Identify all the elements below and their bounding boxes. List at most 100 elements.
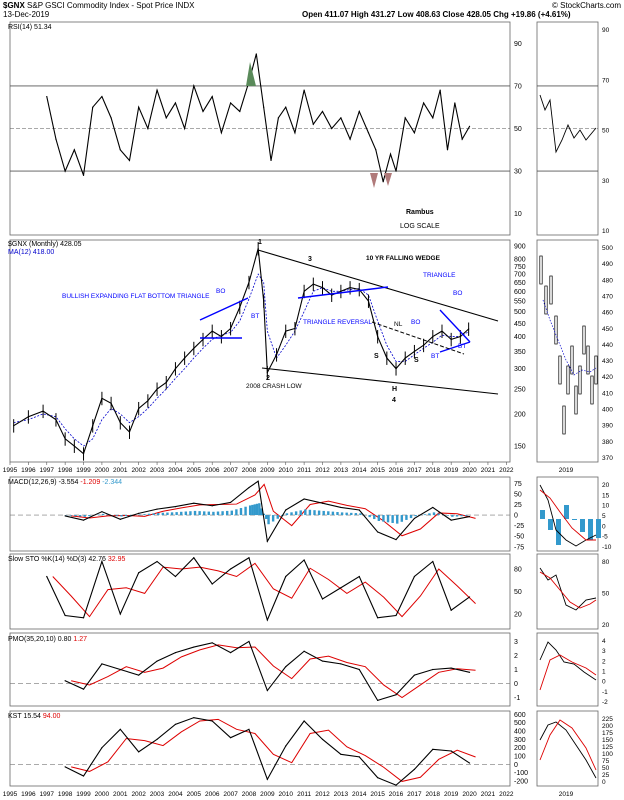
histogram-bar bbox=[152, 513, 155, 516]
data-point bbox=[377, 699, 379, 701]
data-point bbox=[64, 766, 66, 768]
y-tick-label: 30 bbox=[514, 169, 522, 176]
histogram-bar bbox=[396, 515, 399, 524]
series-line bbox=[64, 640, 470, 702]
data-point bbox=[340, 290, 342, 292]
y-tick-label: 800 bbox=[514, 257, 526, 264]
data-point bbox=[266, 371, 268, 374]
x-tick-label: 1998 bbox=[58, 467, 73, 474]
x-tick-label: 2009 bbox=[260, 467, 275, 474]
histogram-bar bbox=[216, 511, 220, 516]
x-tick-label: 2020 bbox=[462, 467, 477, 474]
x-tick-label: 1999 bbox=[76, 467, 91, 474]
data-point bbox=[375, 149, 377, 151]
data-point bbox=[266, 619, 268, 621]
inset-pmo-signal bbox=[539, 654, 597, 691]
y-tick-label: 0 bbox=[514, 681, 518, 688]
x-tick-label: 2017 bbox=[407, 467, 422, 474]
annotation-15: 10 YR FALLING WEDGE bbox=[366, 255, 441, 262]
inset-candle bbox=[574, 385, 578, 415]
data-point bbox=[128, 431, 131, 433]
data-point bbox=[413, 575, 416, 578]
histogram-bar bbox=[354, 513, 358, 516]
inset-tick-label: 370 bbox=[602, 455, 613, 462]
data-point bbox=[165, 117, 167, 119]
data-point bbox=[64, 680, 66, 682]
data-point bbox=[156, 560, 158, 563]
inset-tick-label: 50 bbox=[602, 128, 610, 135]
annotation-2: 3 bbox=[308, 256, 312, 263]
data-point bbox=[82, 519, 85, 521]
data-point bbox=[174, 506, 177, 508]
x-tick-label-bottom: 2011 bbox=[297, 791, 311, 798]
inset-hist-bar bbox=[564, 505, 569, 519]
inset-tick-label: 30 bbox=[602, 178, 610, 185]
annotation-rambus: Rambus bbox=[406, 209, 434, 216]
data-point bbox=[64, 614, 66, 617]
annotation-10: BO bbox=[453, 290, 462, 297]
inset-tick-label: 70 bbox=[602, 77, 610, 84]
inset-tick-label: 25 bbox=[602, 772, 610, 779]
y-tick-label: 600 bbox=[514, 712, 526, 719]
histogram-bar bbox=[175, 512, 178, 516]
data-point bbox=[395, 368, 397, 370]
histogram-bar bbox=[414, 515, 417, 517]
data-point bbox=[358, 756, 360, 758]
x-tick-label-bottom: 2018 bbox=[426, 791, 441, 798]
data-point bbox=[55, 419, 57, 421]
data-point bbox=[248, 640, 250, 643]
annotation-8: BO bbox=[216, 288, 225, 295]
data-point bbox=[441, 330, 443, 332]
data-point bbox=[468, 515, 471, 518]
annotation-6: S bbox=[414, 357, 419, 364]
x-tick-label-bottom: 2022 bbox=[499, 791, 514, 798]
data-point bbox=[138, 674, 140, 676]
data-point bbox=[367, 132, 370, 134]
data-point bbox=[459, 335, 461, 338]
data-point bbox=[239, 306, 241, 308]
x-tick-label: 2014 bbox=[352, 467, 367, 474]
data-point bbox=[138, 106, 140, 108]
y-tick-label: 250 bbox=[514, 387, 526, 394]
price-legend: $GNX (Monthly) 428.05 bbox=[8, 241, 82, 248]
data-point bbox=[193, 646, 195, 648]
histogram-bar bbox=[221, 511, 224, 516]
data-point bbox=[468, 125, 471, 127]
x-tick-label: 2007 bbox=[223, 467, 238, 474]
histogram-bar bbox=[432, 512, 436, 516]
inset-hist-bar bbox=[540, 510, 545, 519]
histogram-bar bbox=[437, 513, 440, 516]
sto-k-value: Slow STO %K(14) %D(3) 42.76 bbox=[8, 556, 106, 563]
data-point bbox=[312, 123, 314, 125]
data-point bbox=[229, 737, 232, 739]
histogram-bar bbox=[106, 514, 109, 516]
y-tick-label: 25 bbox=[514, 502, 522, 509]
pmo-legend: PMO(35,20,10) 0.80 1.27 bbox=[8, 636, 87, 643]
series-line bbox=[46, 53, 471, 182]
data-point bbox=[13, 425, 15, 427]
inset-tick-label: 470 bbox=[602, 293, 613, 300]
histogram-bar bbox=[276, 515, 279, 519]
histogram-bar bbox=[262, 513, 266, 516]
panel-frame-5 bbox=[9, 710, 511, 787]
inset-tick-label: 2 bbox=[602, 658, 606, 665]
histogram-bar bbox=[143, 514, 146, 516]
inset-candle bbox=[539, 255, 543, 285]
histogram-bar bbox=[345, 512, 348, 516]
annotation-12: BT bbox=[431, 353, 439, 360]
data-point bbox=[367, 300, 370, 302]
data-point bbox=[193, 557, 195, 559]
data-point bbox=[46, 95, 48, 98]
histogram-bar bbox=[405, 515, 408, 520]
series-line bbox=[46, 556, 470, 622]
data-point bbox=[340, 506, 342, 509]
histogram-bar bbox=[260, 508, 263, 516]
inset-tick-label: 150 bbox=[602, 737, 613, 744]
inset-tick-label: 5 bbox=[602, 513, 606, 520]
y-tick-label: 90 bbox=[514, 41, 522, 48]
data-point bbox=[386, 357, 388, 359]
data-point bbox=[193, 347, 195, 349]
rsi-legend: RSI(14) 51.34 bbox=[8, 24, 52, 31]
data-point bbox=[119, 422, 121, 424]
